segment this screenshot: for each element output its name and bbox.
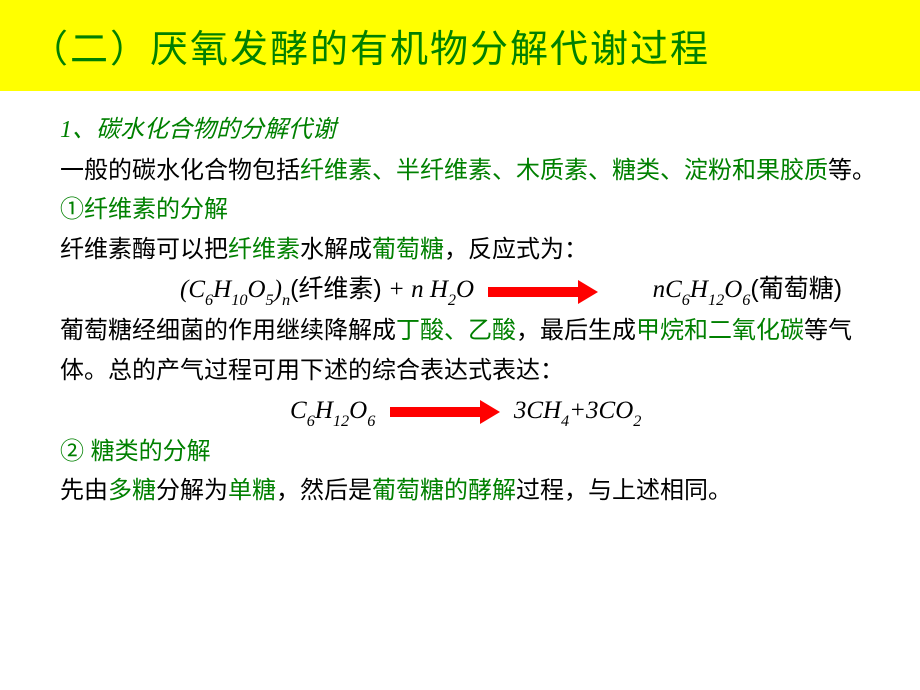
text: ，最后生成 bbox=[516, 317, 636, 344]
t: O bbox=[349, 397, 367, 424]
keyword: 多糖 bbox=[108, 477, 156, 504]
text: 葡萄糖经细菌的作用继续降解成 bbox=[60, 317, 396, 344]
formula-1: (C6H10O5)n(纤维素) + n H2O nC6H12O6(葡萄糖) bbox=[60, 269, 880, 311]
f2-left: C6H12O6 bbox=[290, 397, 382, 424]
sub: 6 bbox=[682, 291, 690, 309]
text: ，反应式为： bbox=[444, 236, 588, 263]
keyword: 甲烷和二氧化碳 bbox=[636, 317, 804, 344]
paragraph-3: 葡萄糖经细菌的作用继续降解成丁酸、乙酸，最后生成甲烷和二氧化碳等气体。总的产气过… bbox=[60, 311, 880, 390]
f1-right: nC6H12O6(葡萄糖) bbox=[653, 276, 842, 303]
sub: 2 bbox=[448, 291, 456, 309]
t: ) bbox=[274, 276, 282, 303]
subsection-1: ①纤维素的分解 bbox=[60, 190, 880, 230]
text: 纤维素酶可以把 bbox=[60, 236, 228, 263]
sub: n bbox=[282, 291, 290, 309]
t: + n H bbox=[382, 276, 448, 303]
keyword: 葡萄糖 bbox=[372, 236, 444, 263]
text: 分解为 bbox=[156, 477, 228, 504]
sub: 6 bbox=[742, 291, 750, 309]
t: (C bbox=[180, 276, 205, 303]
t: H bbox=[315, 397, 333, 424]
t: +3CO bbox=[569, 397, 633, 424]
text: 水解成 bbox=[300, 236, 372, 263]
arrow-icon bbox=[488, 285, 598, 299]
paragraph-1: 一般的碳水化合物包括纤维素、半纤维素、木质素、糖类、淀粉和果胶质等。 bbox=[60, 151, 880, 191]
sub: 12 bbox=[708, 291, 724, 309]
keyword: 纤维素 bbox=[228, 236, 300, 263]
section-1-heading: 1、碳水化合物的分解代谢 bbox=[60, 111, 880, 151]
text: ，然后是 bbox=[276, 477, 372, 504]
sub: 4 bbox=[561, 412, 569, 430]
t: 3CH bbox=[514, 397, 561, 424]
f2-right: 3CH4+3CO2 bbox=[514, 397, 642, 424]
t: H bbox=[213, 276, 231, 303]
t: H bbox=[690, 276, 708, 303]
paragraph-4: 先由多糖分解为单糖，然后是葡萄糖的酵解过程，与上述相同。 bbox=[60, 471, 880, 511]
page-title: （二）厌氧发酵的有机物分解代谢过程 bbox=[0, 0, 920, 91]
text: 一般的碳水化合物包括 bbox=[60, 157, 300, 184]
sub: 6 bbox=[205, 291, 213, 309]
sub: 6 bbox=[307, 412, 315, 430]
arrow-icon bbox=[390, 405, 500, 419]
keyword: 丁酸、乙酸 bbox=[396, 317, 516, 344]
t: C bbox=[290, 397, 307, 424]
t: nC bbox=[653, 276, 682, 303]
text: 等。 bbox=[828, 157, 876, 184]
label: (葡萄糖) bbox=[750, 275, 842, 303]
text: 过程，与上述相同。 bbox=[516, 477, 732, 504]
sub: 2 bbox=[633, 412, 641, 430]
keyword: 葡萄糖的酵解 bbox=[372, 477, 516, 504]
t: O bbox=[724, 276, 742, 303]
sub: 5 bbox=[266, 291, 274, 309]
paragraph-2: 纤维素酶可以把纤维素水解成葡萄糖，反应式为： bbox=[60, 230, 880, 270]
t: O bbox=[247, 276, 265, 303]
keyword: 单糖 bbox=[228, 477, 276, 504]
sub: 10 bbox=[231, 291, 247, 309]
label: (纤维素) bbox=[290, 275, 382, 303]
slide-content: 1、碳水化合物的分解代谢 一般的碳水化合物包括纤维素、半纤维素、木质素、糖类、淀… bbox=[0, 91, 920, 511]
subsection-2: ② 糖类的分解 bbox=[60, 432, 880, 472]
t: O bbox=[456, 276, 474, 303]
text: 先由 bbox=[60, 477, 108, 504]
keywords: 纤维素、半纤维素、木质素、糖类、淀粉和果胶质 bbox=[300, 157, 828, 184]
f1-left: (C6H10O5)n(纤维素) + n H2O bbox=[180, 276, 480, 303]
sub: 6 bbox=[367, 412, 375, 430]
sub: 12 bbox=[333, 412, 349, 430]
formula-2: C6H12O6 3CH4+3CO2 bbox=[60, 391, 880, 432]
